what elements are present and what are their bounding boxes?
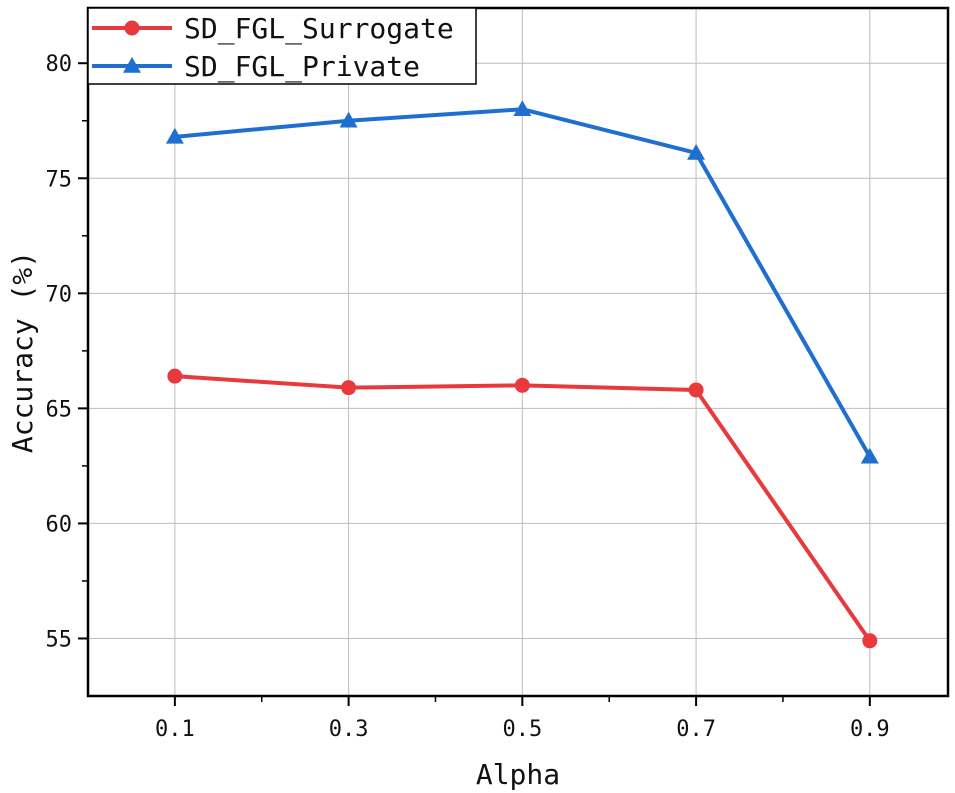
data-point-marker [165, 127, 184, 144]
data-point-marker [513, 100, 532, 116]
x-tick-label: 0.7 [676, 717, 716, 742]
y-axis-title: Accuracy (%) [6, 251, 39, 453]
y-tick-label: 80 [46, 52, 73, 77]
series-SD_FGL_Surrogate [167, 368, 878, 649]
x-tick-label: 0.3 [329, 717, 369, 742]
data-point-marker [341, 380, 357, 396]
series-SD_FGL_Private [165, 100, 879, 464]
x-tick-label: 0.5 [502, 717, 542, 742]
x-tick-label: 0.1 [155, 717, 195, 742]
data-point-marker [860, 447, 879, 464]
y-tick-label: 65 [46, 397, 73, 422]
legend-label: SD_FGL_Private [184, 50, 420, 84]
data-point-marker [688, 382, 704, 398]
y-tick-label: 55 [46, 627, 73, 652]
data-point-marker [514, 377, 530, 393]
x-tick-label: 0.9 [850, 717, 890, 742]
plot-frame [86, 6, 950, 698]
legend-label: SD_FGL_Surrogate [184, 12, 454, 46]
legend: SD_FGL_Surrogate SD_FGL_Private [87, 7, 477, 85]
axis-ticks: 0.1 0.3 0.5 0.7 0.9 55 60 65 70 75 80 [46, 52, 890, 742]
data-point-marker [124, 20, 140, 36]
series-layer [165, 100, 879, 649]
legend-item: SD_FGL_Surrogate [92, 12, 454, 46]
y-tick-label: 75 [46, 167, 73, 192]
y-tick-label: 60 [46, 512, 73, 537]
legend-item: SD_FGL_Private [92, 50, 420, 84]
data-point-marker [339, 111, 358, 128]
x-axis-title: Alpha [476, 758, 560, 791]
data-point-marker [862, 633, 878, 649]
data-point-marker [123, 57, 141, 73]
y-tick-label: 70 [46, 282, 73, 307]
legend-box [87, 7, 477, 85]
data-point-marker [167, 368, 183, 384]
data-point-marker [687, 143, 706, 160]
